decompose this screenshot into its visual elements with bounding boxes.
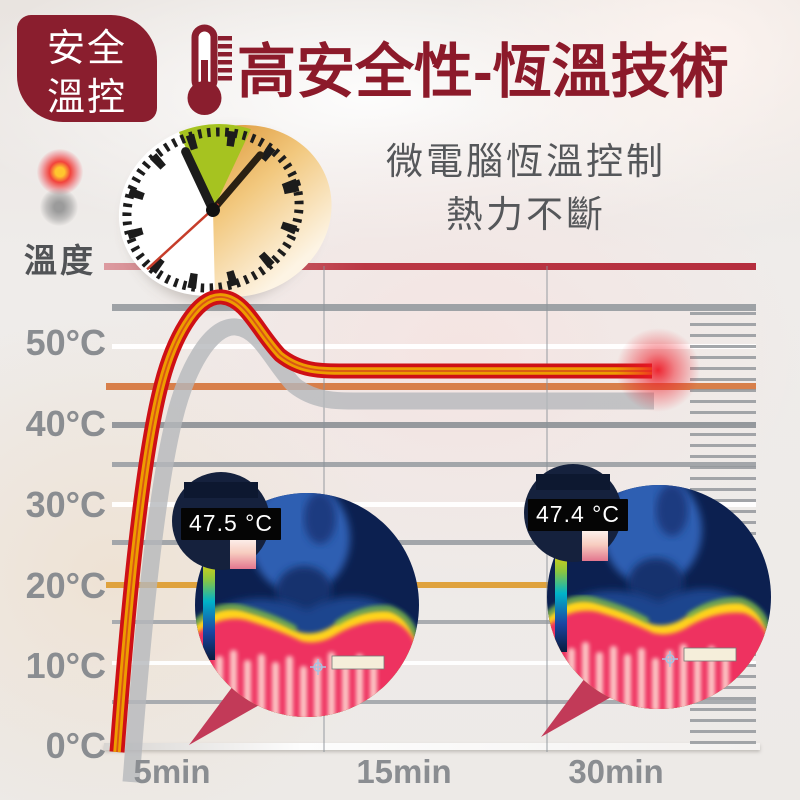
clock-orange-sector	[213, 124, 332, 298]
gridline-45c-orange	[106, 383, 756, 390]
gridline-55c	[112, 304, 756, 311]
x-tick-30min: 30min	[568, 753, 664, 790]
gridline-25c	[112, 540, 756, 545]
gridline-15c	[112, 620, 756, 624]
shadow-curve	[122, 318, 654, 783]
reading-bubble-shade	[536, 474, 610, 490]
crosshair-icon	[310, 659, 326, 675]
gridline-20c-gold	[106, 582, 756, 588]
gridline-35c	[112, 462, 756, 467]
reading-bubble-shade	[184, 482, 258, 498]
thermal-reading-left: 47.5 °C	[181, 508, 281, 540]
x-tick-15min: 15min	[356, 753, 452, 790]
thermal-spot-label-box	[331, 655, 385, 670]
gridline-40c	[112, 422, 756, 428]
thermal-bubble-right	[524, 464, 771, 737]
y-tick-50: 50°C	[25, 322, 106, 363]
gridline-60c-limit	[104, 263, 756, 270]
gray-glow-dot-icon	[40, 188, 78, 226]
y-tick-10: 10°C	[25, 645, 106, 686]
reading-gradient-swatch	[582, 525, 608, 561]
subtitle: 微電腦恆溫控制 熱力不斷	[330, 136, 722, 241]
thermal-hair	[656, 485, 688, 536]
crosshair-icon	[662, 651, 678, 667]
page-title: 高安全性-恆溫技術	[237, 39, 729, 105]
y-tick-30: 30°C	[25, 484, 106, 525]
badge-line1: 安全	[46, 28, 127, 70]
clock-hour-hand	[181, 147, 218, 215]
gridline-30c	[112, 502, 756, 507]
thermal-person-image	[547, 485, 771, 709]
bubble-pointer-icon	[541, 678, 613, 737]
gridline-10c	[112, 661, 756, 665]
y-tick-40: 40°C	[25, 403, 106, 444]
badge-line2: 溫控	[46, 76, 127, 119]
thermal-bubble-left	[172, 472, 419, 745]
y-tick-20: 20°C	[25, 565, 106, 606]
thermal-green-rim	[547, 595, 771, 637]
subtitle-line1: 微電腦恆溫控制	[386, 141, 666, 182]
red-glow-dot-icon	[37, 149, 83, 195]
curve-end-glow	[616, 328, 700, 412]
clock-center-dot	[206, 203, 220, 217]
safety-temp-control-badge: 安全 溫控	[17, 15, 157, 122]
x-tick-5min: 5min	[133, 753, 211, 790]
thermal-reading-right: 47.4 °C	[528, 499, 628, 531]
heating-curve-centerline	[116, 296, 652, 753]
thermometer-icon	[187, 24, 232, 115]
analog-clock-illustration	[118, 123, 332, 305]
x-axis-line	[104, 743, 760, 750]
thermal-spot-label-box	[683, 647, 737, 662]
thermal-hair	[304, 493, 336, 544]
clock-hour-ticks	[125, 130, 301, 290]
bubble-pointer-icon	[189, 686, 261, 745]
subtitle-line2: 熱力不斷	[446, 193, 606, 235]
thermal-green-rim	[195, 603, 419, 645]
gridline-50c	[112, 344, 756, 349]
y-axis-title: 溫度	[24, 242, 96, 279]
y-tick-0: 0°C	[45, 725, 106, 766]
gridline-5c	[112, 700, 756, 704]
clock-second-hand	[146, 203, 220, 271]
clock-minute-hand	[209, 151, 264, 214]
